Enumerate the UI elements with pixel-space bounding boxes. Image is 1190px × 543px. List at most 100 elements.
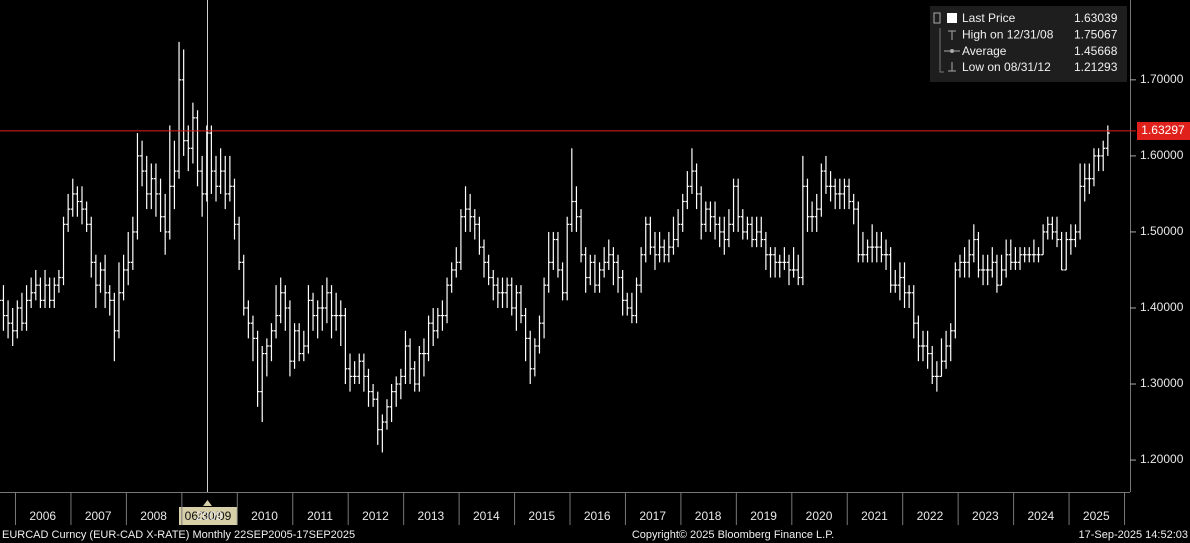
legend bbox=[930, 6, 1127, 82]
ohlc-bar bbox=[384, 399, 389, 430]
ohlc-bar bbox=[472, 209, 477, 240]
ohlc-bar bbox=[500, 277, 505, 308]
ohlc-bar bbox=[43, 269, 48, 308]
ohlc-bar bbox=[278, 277, 283, 324]
x-tick-label: 2021 bbox=[861, 509, 888, 523]
ohlc-bar bbox=[412, 361, 417, 392]
ohlc-bar bbox=[301, 330, 306, 362]
ohlc-bar bbox=[588, 254, 593, 286]
ohlc-bar bbox=[606, 239, 611, 270]
ohlc-bar bbox=[1013, 247, 1018, 270]
ohlc-bar bbox=[463, 186, 468, 232]
ohlc-bar bbox=[246, 300, 251, 339]
ohlc-bar bbox=[223, 155, 228, 210]
ohlc-bar bbox=[920, 330, 925, 362]
ohlc-bar bbox=[505, 277, 510, 308]
ohlc-bar bbox=[394, 376, 399, 407]
ohlc-bar bbox=[953, 262, 958, 339]
ohlc-bar bbox=[329, 285, 334, 339]
ohlc-bar bbox=[218, 148, 223, 194]
ohlc-bar bbox=[491, 269, 496, 301]
ohlc-bar bbox=[810, 201, 815, 232]
crosshair-label-box: 06/30/09 bbox=[179, 500, 237, 525]
ohlc-bar bbox=[408, 338, 413, 385]
ohlc-bar bbox=[315, 300, 320, 339]
ohlc-bar bbox=[375, 391, 380, 445]
ohlc-bar bbox=[994, 254, 999, 293]
ohlc-bar bbox=[847, 178, 852, 210]
ohlc-bar bbox=[52, 277, 57, 308]
ohlc-bar bbox=[348, 353, 353, 392]
ohlc-bar bbox=[856, 201, 861, 263]
ohlc-bar bbox=[639, 247, 644, 293]
ohlc-bar bbox=[204, 125, 209, 202]
ohlc-bar bbox=[860, 231, 865, 263]
ohlc-bar bbox=[782, 247, 787, 270]
ohlc-bar bbox=[56, 269, 61, 293]
ohlc-bar bbox=[537, 315, 542, 354]
ohlc-bar bbox=[773, 247, 778, 278]
ohlc-bar bbox=[805, 178, 810, 232]
x-tick-label: 2024 bbox=[1027, 509, 1054, 523]
ohlc-bar bbox=[153, 163, 158, 217]
ohlc-bar bbox=[602, 247, 607, 278]
ohlc-bar bbox=[144, 155, 149, 210]
ohlc-bar bbox=[426, 315, 431, 362]
ohlc-bar bbox=[19, 292, 24, 331]
x-tick-label: 2015 bbox=[528, 509, 555, 523]
crosshair-label: 06/30/09 bbox=[185, 509, 232, 523]
ohlc-bar bbox=[361, 353, 366, 392]
legend-value: 1.45668 bbox=[1074, 44, 1118, 58]
ohlc-bar bbox=[135, 133, 140, 240]
ohlc-bar bbox=[879, 231, 884, 263]
ohlc-bar bbox=[334, 292, 339, 331]
ohlc-bar bbox=[149, 163, 154, 210]
footer-right: 17-Sep-2025 14:52:03 bbox=[1079, 529, 1188, 541]
ohlc-bar bbox=[93, 254, 98, 308]
legend-value: 1.63039 bbox=[1074, 11, 1118, 25]
ohlc-bar bbox=[1050, 216, 1055, 240]
ohlc-bar bbox=[227, 155, 232, 202]
legend-box bbox=[930, 6, 1127, 82]
ohlc-bar bbox=[884, 239, 889, 270]
ohlc-bar bbox=[306, 285, 311, 354]
ohlc-bar bbox=[366, 368, 371, 407]
ohlc-bar bbox=[1031, 239, 1036, 263]
y-tick-label: 1.40000 bbox=[1140, 300, 1184, 314]
y-tick-label: 1.30000 bbox=[1140, 376, 1184, 390]
ohlc-bar bbox=[468, 193, 473, 232]
ohlc-bar bbox=[763, 231, 768, 270]
ohlc-bar bbox=[648, 216, 653, 255]
ohlc-bar bbox=[421, 338, 426, 377]
x-tick-label: 2016 bbox=[584, 509, 611, 523]
ohlc-bar bbox=[611, 247, 616, 286]
ohlc-bar bbox=[542, 277, 547, 339]
ohlc-bar bbox=[888, 247, 893, 293]
ohlc-bar bbox=[1008, 239, 1013, 270]
ohlc-bar bbox=[717, 216, 722, 248]
ohlc-bar bbox=[750, 216, 755, 248]
legend-name: Average bbox=[962, 44, 1007, 58]
x-tick-label: 2018 bbox=[695, 509, 722, 523]
ohlc-bar bbox=[1004, 239, 1009, 278]
ohlc-bar bbox=[80, 186, 85, 225]
ohlc-bar bbox=[708, 201, 713, 232]
ohlc-bar bbox=[740, 209, 745, 240]
ohlc-bar bbox=[1, 285, 6, 331]
ohlc-bar bbox=[833, 178, 838, 210]
y-tick-label: 1.70000 bbox=[1140, 72, 1184, 86]
ohlc-bar bbox=[800, 155, 805, 286]
ohlc-bar bbox=[70, 178, 75, 217]
ohlc-bar bbox=[1082, 163, 1087, 202]
ohlc-bar bbox=[84, 201, 89, 232]
ohlc-bar bbox=[828, 171, 833, 202]
ohlc-bar bbox=[38, 277, 43, 308]
ohlc-bar bbox=[186, 125, 191, 172]
ohlc-bar bbox=[1091, 148, 1096, 187]
x-tick-label: 2006 bbox=[29, 509, 56, 523]
ohlc-bar bbox=[343, 307, 348, 385]
ohlc-bar bbox=[726, 209, 731, 248]
ohlc-bar bbox=[1041, 224, 1046, 256]
ohlc-bar bbox=[292, 323, 297, 369]
ohlc-bar bbox=[477, 216, 482, 255]
